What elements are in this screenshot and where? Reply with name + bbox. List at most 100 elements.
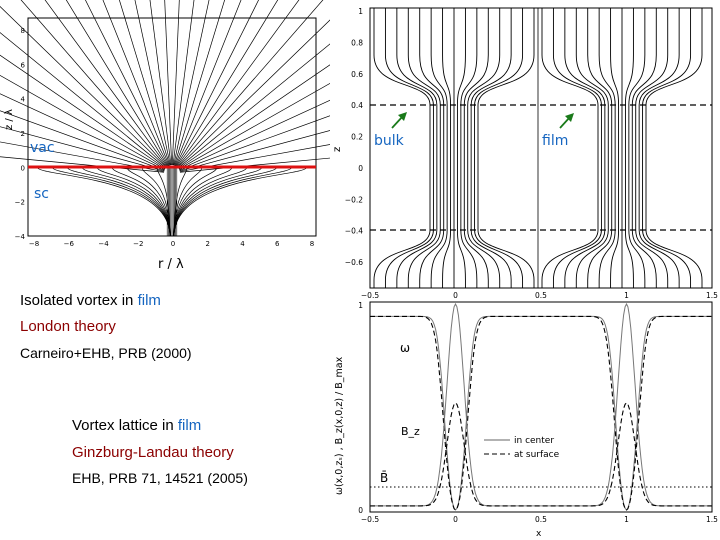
film-field-line: [407, 8, 441, 288]
film-field-line: [470, 8, 512, 288]
figure-film-field-lines: 1 0.8 0.6 0.4 0.2 0 −0.2 −0.4 −0.6 −0.5 0 0.5 1 1.5 z…: [332, 7, 718, 300]
label-bulk: bulk: [374, 133, 405, 149]
x-tick-label: 1.5: [706, 515, 718, 524]
y-tick-label: 0: [21, 164, 25, 172]
film-field-line: [642, 8, 692, 288]
y-tick-label: 0.4: [351, 101, 363, 110]
label-bbar: B̄: [380, 471, 388, 485]
film-field-line: [645, 8, 703, 288]
y-tick-label: −4: [15, 233, 26, 241]
vacuum-field-line: [102, 0, 170, 166]
field-lines: [0, 0, 330, 237]
y-tick-label: 6: [21, 61, 26, 69]
x-tick-label: 0: [171, 240, 175, 248]
label-sc: sc: [34, 186, 49, 202]
y-tick-label: 0.6: [351, 70, 363, 79]
caption-isolated-vortex: Isolated vortex in film: [20, 292, 161, 309]
sc-field-line: [173, 166, 308, 237]
vacuum-field-line: [0, 126, 165, 172]
x-tick-label: 0: [453, 515, 458, 524]
vacuum-field-line: [0, 141, 165, 172]
vacuum-field-line: [164, 0, 173, 166]
film-field-line: [598, 8, 616, 288]
y-tick-label: 4: [21, 96, 26, 104]
vacuum-field-line: [171, 0, 180, 166]
vacuum-field-line: [175, 0, 259, 167]
film-field-line: [587, 8, 613, 288]
vacuum-field-line: [119, 0, 171, 166]
x-tick-label: 2: [206, 240, 210, 248]
vacuum-field-line: [0, 110, 165, 171]
film-field-line: [477, 8, 535, 288]
x-tick-label: −0.5: [361, 291, 379, 300]
vacuum-field-line: [173, 0, 210, 166]
plot-frame: [369, 7, 713, 289]
x-tick-label: −4: [98, 240, 109, 248]
vacuum-field-line: [149, 0, 172, 166]
film-field-line: [631, 8, 657, 288]
caption-line1-text: Isolated vortex in: [20, 292, 138, 309]
axis-ticks: 10−0.5 0 0.5 1 1.5: [358, 301, 718, 524]
x-tick-label: 0: [453, 291, 458, 300]
sc-field-line: [36, 166, 171, 237]
x-axis-label: r / λ: [158, 257, 184, 272]
x-tick-label: −6: [64, 240, 75, 248]
vacuum-field-line: [175, 0, 279, 167]
caption-gl-theory: Ginzburg-Landau theory: [72, 444, 234, 461]
film-field-line: [456, 8, 466, 288]
vacuum-field-line: [178, 64, 330, 169]
vacuum-field-line: [173, 0, 225, 166]
y-axis-label: ω(x,0,zₛ) , B_z(x,0,z) / B_max: [334, 356, 345, 495]
film-field-line: [396, 8, 438, 288]
x-axis-label: x: [536, 529, 542, 539]
bulk-arrow-head: [398, 112, 407, 121]
figure-profile-plot: 10−0.5 0 0.5 1 1.5 ω(x,0,zₛ) , B_z(x,0,z) / …: [334, 301, 718, 539]
y-tick-label: −2: [15, 199, 25, 207]
caption-carneiro-ref: Carneiro+EHB, PRB (2000): [20, 345, 192, 361]
vacuum-field-line: [0, 54, 166, 169]
y-tick-label: 0.8: [351, 38, 363, 47]
curves: [370, 302, 712, 511]
label-bz: B_z: [401, 425, 420, 438]
vacuum-field-line: [134, 0, 171, 166]
vacuum-field-line: [0, 32, 167, 169]
caption-line1-film: film: [137, 292, 161, 309]
label-omega: ω: [400, 341, 410, 355]
vacuum-field-line: [85, 0, 169, 167]
x-tick-label: 1.5: [706, 291, 718, 300]
film-field-line: [564, 8, 606, 288]
vacuum-field-line: [65, 0, 169, 167]
vacuum-field-line: [179, 144, 330, 172]
y-tick-label: −0.4: [345, 227, 363, 236]
vacuum-field-line: [176, 0, 300, 167]
film-field-line: [635, 8, 669, 288]
film-field-line: [624, 8, 634, 288]
field-lines: [373, 8, 703, 288]
vacuum-field-line: [0, 75, 166, 170]
legend-center: in center: [514, 436, 554, 446]
x-tick-label: 1: [624, 291, 629, 300]
film-field-line: [467, 8, 501, 288]
label-film: film: [542, 133, 568, 149]
vacuum-field-line: [179, 115, 330, 171]
vacuum-field-line: [20, 0, 168, 168]
film-field-line: [460, 8, 478, 288]
vacuum-field-line: [177, 43, 330, 169]
vacuum-field-line: [0, 5, 167, 168]
x-tick-label: 6: [275, 240, 280, 248]
plot-frame: [369, 301, 713, 513]
y-tick-label: 2: [21, 130, 25, 138]
x-tick-label: −0.5: [361, 515, 379, 524]
film-field-line: [373, 8, 431, 288]
omega-surface-curve: [370, 315, 712, 511]
y-tick-label: −0.6: [345, 258, 363, 267]
caption-line4-film: film: [177, 417, 202, 434]
x-tick-label: −2: [133, 240, 143, 248]
y-tick-label: 0.2: [351, 133, 363, 142]
film-field-line: [419, 8, 445, 288]
film-field-line: [463, 8, 489, 288]
vacuum-field-line: [172, 0, 195, 166]
vacuum-field-line: [177, 19, 330, 168]
x-tick-label: 0.5: [535, 291, 547, 300]
